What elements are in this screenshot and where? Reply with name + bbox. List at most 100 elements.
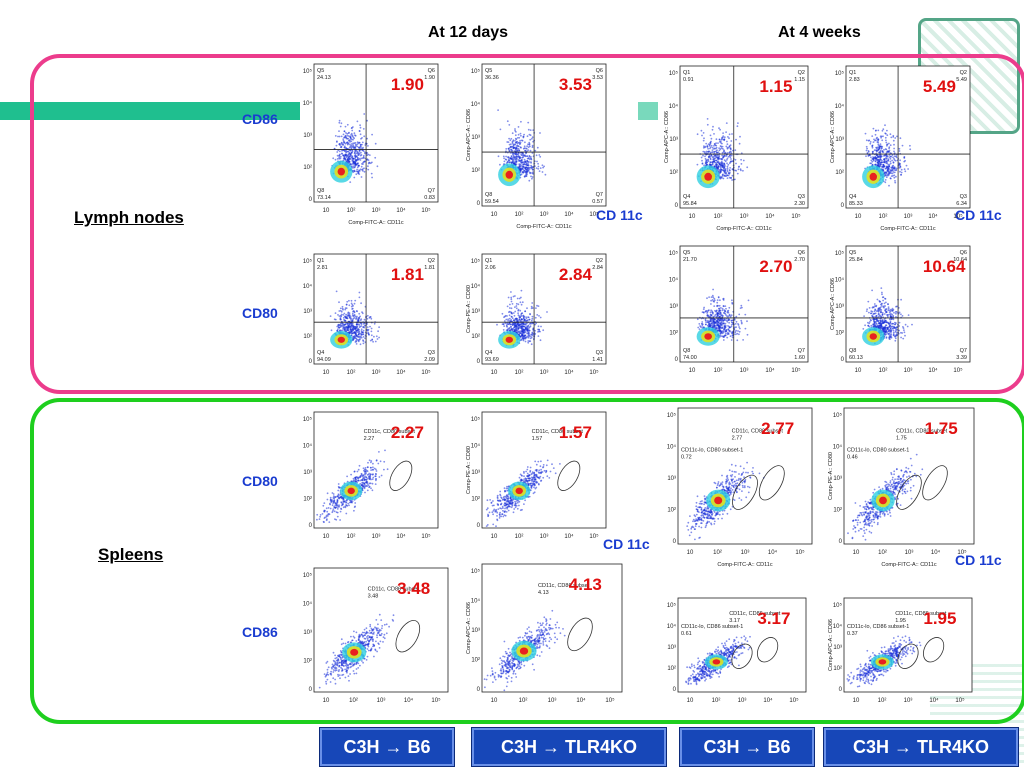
x-axis-label: Comp-FITC-A:: CD11c xyxy=(881,562,936,568)
y-tick-label: 10⁴ xyxy=(669,103,679,110)
x-tick-label: 10² xyxy=(515,212,524,218)
group-button-b6-12d[interactable]: C3H → B6 xyxy=(320,728,454,766)
group-button-b6-4w[interactable]: C3H → B6 xyxy=(680,728,814,766)
y-tick-label: 10³ xyxy=(667,476,676,482)
quadrant-value: 1.41 xyxy=(592,357,603,363)
decorative-bar-right xyxy=(638,102,658,120)
y-tick-label: 10³ xyxy=(667,645,676,651)
highlight-percentage: 1.81 xyxy=(391,265,424,284)
gate-ellipse xyxy=(923,637,945,663)
x-tick-label: 10⁵ xyxy=(605,697,615,704)
quadrant-value: 0.57 xyxy=(592,199,603,205)
y-tick-label: 10³ xyxy=(303,470,312,476)
quadrant-name: Q2 xyxy=(798,70,805,76)
y-tick-label: 10⁴ xyxy=(835,103,845,110)
x-tick-label: 10⁵ xyxy=(421,533,431,540)
x-tick-label: 10 xyxy=(323,698,330,704)
cd11c-label: CD 11c xyxy=(596,207,643,223)
x-tick-label: 10 xyxy=(491,370,498,376)
x-tick-label: 10² xyxy=(519,698,528,704)
y-tick-label: 0 xyxy=(477,359,481,365)
gate-label: CD11c-lo, CD86 subset-1 xyxy=(847,624,909,630)
y-tick-label: 0 xyxy=(309,523,313,529)
x-axis-label: Comp-FITC-A:: CD11c xyxy=(880,226,935,232)
group-button-tlr4ko-4w[interactable]: C3H → TLR4KO xyxy=(824,728,1018,766)
density-peak xyxy=(714,496,723,505)
plot-sp-cd86-4w-b6: 0 10² 10³ 10⁴ 10⁵ 10 10² 10³ 10⁴ 10⁵ CD11c, CD86 s… xyxy=(660,592,814,720)
y-tick-label: 10⁴ xyxy=(303,443,313,450)
x-tick-label: 10 xyxy=(855,368,862,374)
quadrant-name: Q5 xyxy=(683,250,690,256)
gate-ellipse xyxy=(395,620,421,653)
density-peak xyxy=(505,170,513,179)
quadrant-name: Q1 xyxy=(849,70,856,76)
y-tick-label: 10² xyxy=(669,170,678,176)
y-tick-label: 10² xyxy=(667,666,676,672)
y-tick-label: 10⁵ xyxy=(303,68,313,75)
y-tick-label: 10⁴ xyxy=(471,598,481,605)
quadrant-name: Q8 xyxy=(849,348,856,354)
cd86-label: CD86 xyxy=(242,111,278,127)
quadrant-name: Q6 xyxy=(960,250,967,256)
x-tick-label: 10⁴ xyxy=(763,697,773,704)
quadrant-name: Q6 xyxy=(798,250,805,256)
y-tick-label: 10³ xyxy=(303,133,312,139)
x-axis-label: Comp-FITC-A:: CD11c xyxy=(348,220,403,226)
facs-plot-svg: 0 10² 10³ 10⁴ 10⁵ 10 10² 10³ 10⁴ 10⁵ CD11c, CD80 s… xyxy=(303,411,439,540)
x-tick-label: 10³ xyxy=(741,550,750,556)
y-tick-label: 10² xyxy=(471,168,480,174)
gate-value: 3.48 xyxy=(368,593,379,599)
density-peak xyxy=(515,487,523,495)
x-tick-label: 10⁴ xyxy=(931,549,941,556)
x-tick-label: 10⁵ xyxy=(791,213,801,220)
quadrant-name: Q1 xyxy=(317,258,324,264)
x-tick-label: 10³ xyxy=(904,214,913,220)
x-axis-label: Comp-FITC-A:: CD11c xyxy=(717,562,772,568)
highlight-percentage: 1.57 xyxy=(559,423,592,442)
quadrant-value: 24.13 xyxy=(317,75,331,81)
quadrant-name: Q1 xyxy=(485,258,492,264)
density-peak xyxy=(337,167,345,176)
quadrant-value: 1.81 xyxy=(424,265,435,271)
quadrant-value: 2.70 xyxy=(794,257,805,263)
gate-label: CD11c, CD80 subset xyxy=(732,428,784,434)
highlight-percentage: 1.90 xyxy=(391,75,424,94)
y-tick-label: 10⁴ xyxy=(833,444,843,451)
y-tick-label: 10⁴ xyxy=(471,101,481,108)
y-tick-label: 10² xyxy=(303,497,312,503)
gate-ellipse xyxy=(896,474,922,510)
y-tick-label: 10⁴ xyxy=(669,277,679,284)
y-tick-label: 10⁵ xyxy=(833,602,843,609)
gate-label: CD11c, CD86 subset xyxy=(368,586,420,592)
x-tick-label: 10² xyxy=(878,698,887,704)
x-tick-label: 10⁵ xyxy=(953,213,963,220)
y-tick-label: 10² xyxy=(833,666,842,672)
y-tick-label: 10² xyxy=(833,508,842,514)
density-peak xyxy=(879,496,887,505)
x-tick-label: 10⁵ xyxy=(791,367,801,374)
quadrant-name: Q7 xyxy=(428,188,435,194)
quadrant-value: 95.84 xyxy=(683,201,697,207)
x-tick-label: 10⁴ xyxy=(396,533,406,540)
y-tick-label: 10² xyxy=(303,334,312,340)
y-tick-label: 10² xyxy=(669,331,678,337)
quadrant-value: 2.81 xyxy=(317,265,328,271)
plot-ln-cd80-12d-tlr4ko: 0 10² 10³ 10⁴ 10⁵ 10 10² 10³ 10⁴ 10⁵ Comp-PE-A:: C… xyxy=(464,248,614,392)
density-peak xyxy=(869,172,877,181)
group-button-tlr4ko-12d[interactable]: C3H → TLR4KO xyxy=(472,728,666,766)
gate-ellipse xyxy=(757,637,779,663)
y-tick-label: 10² xyxy=(471,497,480,503)
quadrant-name: Q7 xyxy=(960,348,967,354)
x-tick-label: 10 xyxy=(855,214,862,220)
highlight-percentage: 5.49 xyxy=(923,77,956,96)
quadrant-name: Q3 xyxy=(960,194,967,200)
quadrant-name: Q1 xyxy=(683,70,690,76)
cd86-label: CD86 xyxy=(242,624,278,640)
y-tick-label: 10³ xyxy=(833,645,842,651)
x-tick-label: 10⁴ xyxy=(396,207,406,214)
y-axis-label: Comp-APC-A:: CD86 xyxy=(466,602,472,654)
quadrant-name: Q7 xyxy=(798,348,805,354)
